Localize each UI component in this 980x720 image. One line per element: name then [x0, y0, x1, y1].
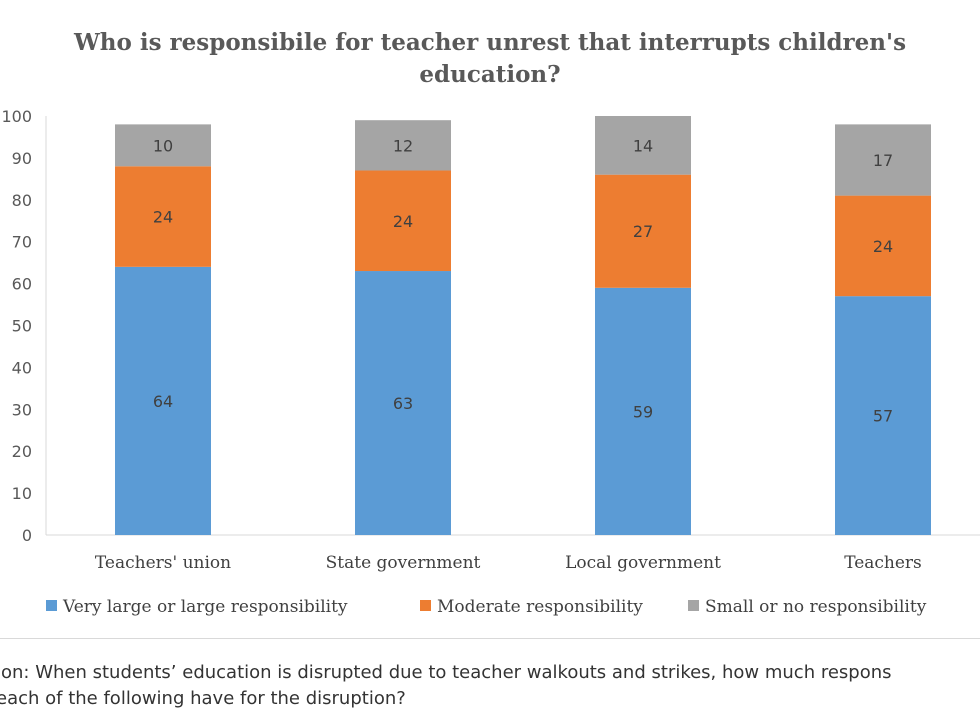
- data-label: 63: [393, 394, 413, 413]
- y-tick-label: 10: [12, 484, 32, 503]
- legend-label-3: Small or no responsibility: [705, 597, 927, 617]
- data-label: 17: [873, 151, 893, 170]
- y-tick-label: 40: [12, 358, 32, 377]
- bar-segment-3: [355, 120, 451, 171]
- y-tick-label: 90: [12, 149, 32, 168]
- legend-swatch-2: [420, 600, 431, 611]
- bar-segment-2: [355, 170, 451, 272]
- bar-segment-1: [835, 296, 931, 535]
- bar-segment-1: [355, 271, 451, 535]
- x-tick-label: Teachers: [844, 553, 922, 573]
- data-label: 57: [873, 407, 893, 426]
- bar-segment-3: [115, 124, 211, 167]
- question-caption: ion: When students’ education is disrupt…: [0, 660, 980, 712]
- y-tick-label: 30: [12, 400, 32, 419]
- x-tick-label: Local government: [565, 553, 721, 573]
- y-tick-label: 50: [12, 317, 32, 336]
- data-label: 12: [393, 136, 413, 155]
- chart-area: Who is responsibile for teacher unrest t…: [1, 29, 980, 617]
- y-tick-label: 100: [1, 107, 32, 126]
- data-label: 24: [153, 208, 173, 227]
- bar-segment-3: [835, 124, 931, 196]
- y-tick-label: 0: [22, 526, 32, 545]
- legend-label-2: Moderate responsibility: [437, 597, 643, 617]
- caption-line-1: ion: When students’ education is disrupt…: [0, 662, 892, 683]
- bar-segment-2: [835, 195, 931, 297]
- data-label: 24: [873, 237, 893, 256]
- legend-swatch-1: [46, 600, 57, 611]
- bar-segment-3: [595, 116, 691, 175]
- y-tick-label: 80: [12, 191, 32, 210]
- divider: [0, 638, 980, 639]
- data-label: 64: [153, 392, 173, 411]
- y-tick-label: 20: [12, 442, 32, 461]
- chart-title-line-2: education?: [419, 61, 560, 88]
- data-label: 24: [393, 212, 413, 231]
- legend-label-1: Very large or large responsibility: [62, 597, 348, 617]
- bar-segment-1: [115, 266, 211, 535]
- data-label: 10: [153, 136, 173, 155]
- y-tick-label: 70: [12, 233, 32, 252]
- bar-segment-1: [595, 287, 691, 535]
- bar-segment-2: [595, 174, 691, 288]
- bar-segment-2: [115, 166, 211, 267]
- data-label: 27: [633, 222, 653, 241]
- x-tick-label: State government: [326, 553, 481, 573]
- chart-title-line-1: Who is responsibile for teacher unrest t…: [73, 29, 906, 56]
- legend-swatch-3: [688, 600, 699, 611]
- stacked-bar-chart: Who is responsibile for teacher unrest t…: [1, 29, 980, 617]
- x-tick-label: Teachers' union: [95, 553, 231, 573]
- data-label: 59: [633, 402, 653, 421]
- data-label: 14: [633, 136, 653, 155]
- caption-line-2: each of the following have for the disru…: [0, 688, 406, 709]
- y-tick-label: 60: [12, 275, 32, 294]
